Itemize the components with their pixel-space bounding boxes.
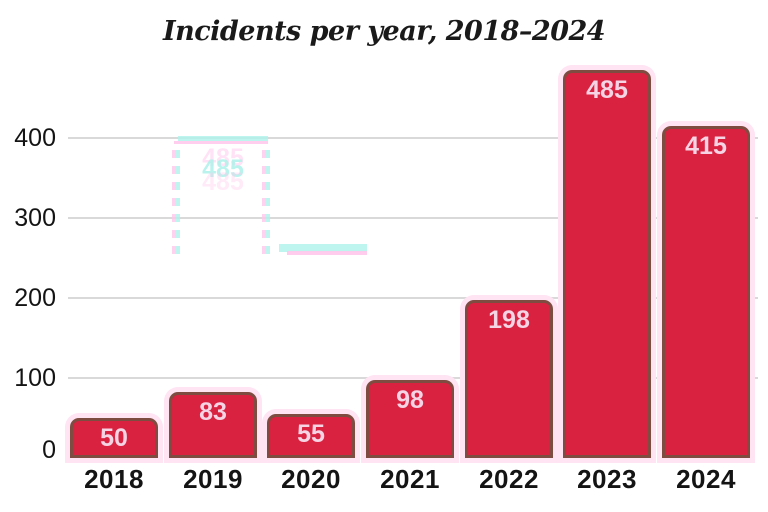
chart-title: Incidents per year, 2018–2024 — [162, 16, 606, 47]
bar-value-label: 198 — [488, 306, 530, 334]
x-tick-label: 2023 — [577, 464, 637, 494]
ghost-value-label: 485 — [202, 144, 244, 172]
bar-value-label: 485 — [586, 76, 628, 104]
bar-value-label: 415 — [685, 132, 727, 160]
gridline — [68, 217, 758, 219]
ghost-dashed-line-left — [176, 150, 180, 258]
x-tick-label: 2019 — [183, 464, 243, 494]
bar-value-label: 83 — [199, 398, 227, 426]
bar-value-label: 50 — [100, 424, 128, 452]
y-tick-label: 100 — [14, 364, 56, 392]
gridline — [68, 137, 758, 139]
x-tick-label: 2021 — [380, 464, 440, 494]
ghost-topline-pink — [174, 141, 268, 144]
gridline — [68, 297, 758, 299]
ghost-bottomline-cyan — [279, 244, 367, 252]
bar-value-label: 55 — [297, 420, 325, 448]
ghost-dashed-line-left — [172, 150, 176, 258]
ghost-value-label: 485 — [202, 155, 244, 183]
y-tick-label: 300 — [14, 204, 56, 232]
bar-value-label: 98 — [396, 386, 424, 414]
bar: 55 — [267, 414, 355, 458]
bar: 83 — [169, 392, 257, 458]
bar: 198 — [465, 300, 553, 458]
bar: 485 — [563, 70, 651, 458]
x-tick-label: 2022 — [479, 464, 539, 494]
y-tick-label: 400 — [14, 124, 56, 152]
x-tick-label: 2020 — [281, 464, 341, 494]
ghost-bottomline-pink — [287, 251, 367, 255]
gridline — [68, 377, 758, 379]
y-tick-label: 200 — [14, 284, 56, 312]
y-tick-label: 0 — [42, 436, 56, 464]
bar: 415 — [662, 126, 750, 458]
bar: 50 — [70, 418, 158, 458]
ghost-topline-cyan — [178, 136, 268, 141]
x-tick-label: 2024 — [676, 464, 736, 494]
ghost-dashed-line-right — [262, 150, 266, 258]
bar: 98 — [366, 380, 454, 458]
ghost-dashed-line-right — [266, 150, 270, 258]
x-tick-label: 2018 — [84, 464, 144, 494]
ghost-value-label: 485 — [202, 168, 244, 196]
